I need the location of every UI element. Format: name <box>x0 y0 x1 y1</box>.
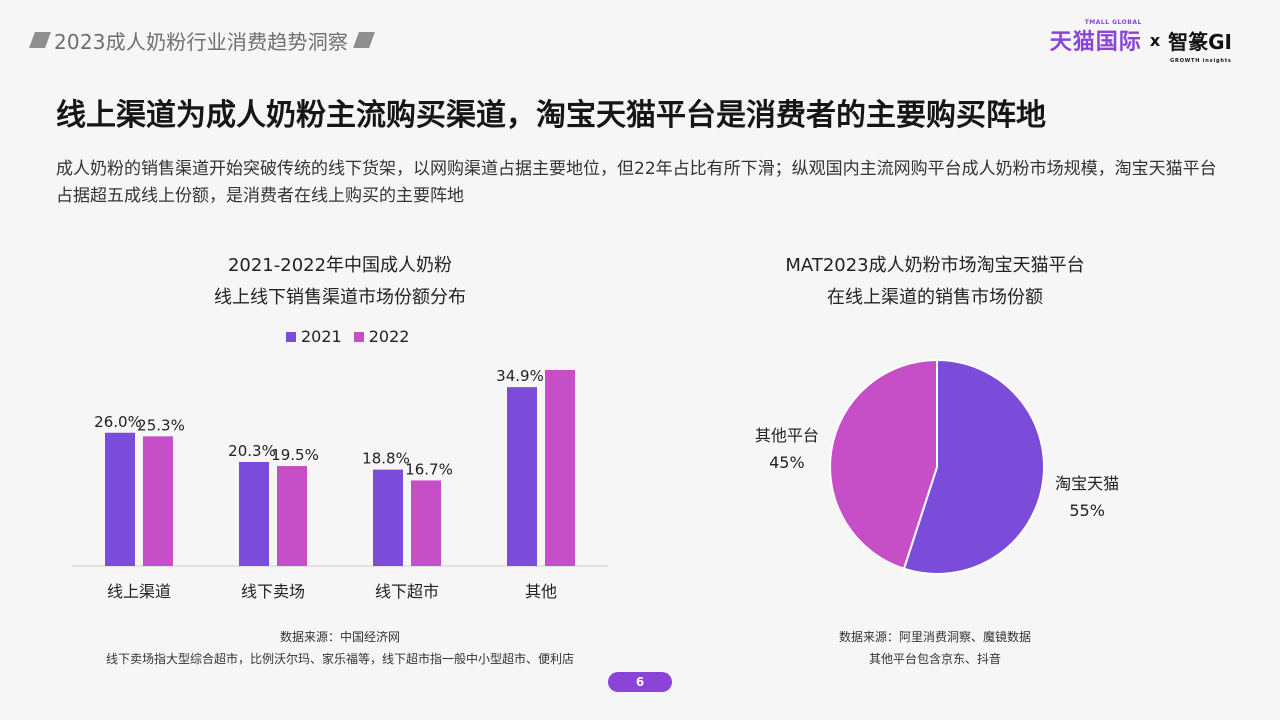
bar-chart-note: 线下卖场指大型综合超市，比例沃尔玛、家乐福等，线下超市指一般中小型超市、便利店 <box>105 652 574 666</box>
data-label-2021-0: 26.0% <box>94 413 142 431</box>
data-label-2022-2: 16.7% <box>405 460 453 478</box>
bar-chart-title: 2021-2022年中国成人奶粉 线上线下销售渠道市场份额分布 <box>90 250 590 314</box>
brand-logos: 天猫国际 TMALL GLOBAL x 智篆GI GROWTH insights <box>1049 19 1232 64</box>
bar-2022-1 <box>277 466 307 566</box>
pie-label-1: 其他平台 <box>755 426 819 445</box>
page-headline: 线上渠道为成人奶粉主流购买渠道，淘宝天猫平台是消费者的主要购买阵地 <box>56 98 1046 133</box>
pie-slice-1 <box>829 358 938 571</box>
pie-label-0: 淘宝天猫 <box>1055 474 1119 493</box>
pie-chart-source-block: 数据来源：阿里消费洞察、魔镜数据 其他平台包含京东、抖音 <box>700 626 1170 670</box>
gi-logo-text: 智篆GI <box>1168 29 1232 54</box>
legend-item-2021: 2021 <box>286 327 342 346</box>
bar-2021-3 <box>507 387 537 566</box>
x-tick-label-1: 线下卖场 <box>241 582 305 601</box>
bar-chart-title-line2: 线上线下销售渠道市场份额分布 <box>214 287 466 308</box>
gi-logo-subtext: GROWTH insights <box>1170 57 1232 64</box>
bar-2021-0 <box>105 432 135 566</box>
pie-value-label-1: 45% <box>769 453 805 472</box>
data-label-2021-2: 18.8% <box>362 450 410 468</box>
report-title: 2023成人奶粉行业消费趋势洞察 <box>54 29 349 54</box>
data-label-2022-0: 25.3% <box>137 416 185 434</box>
bar-chart-source-block: 数据来源：中国经济网 线下卖场指大型综合超市，比例沃尔玛、家乐福等，线下超市指一… <box>60 626 620 670</box>
logo-separator: x <box>1149 30 1161 50</box>
decorative-slash <box>29 32 51 48</box>
page-description: 成人奶粉的销售渠道开始突破传统的线下货架，以网购渠道占据主要地位，但22年占比有… <box>56 159 1217 206</box>
legend-swatch-2022 <box>353 331 364 342</box>
bar-2022-2 <box>411 480 441 566</box>
gi-logo: 智篆GI GROWTH insights <box>1168 26 1232 64</box>
report-header: 2023成人奶粉行业消费趋势洞察 <box>29 24 376 56</box>
x-tick-label-0: 线上渠道 <box>107 582 171 601</box>
bar-chart-source: 数据来源：中国经济网 <box>279 630 400 644</box>
bar-2022-0 <box>143 436 173 566</box>
pie-chart-title-line1: MAT2023成人奶粉市场淘宝天猫平台 <box>785 255 1085 276</box>
pie-slice-0 <box>902 358 1045 575</box>
pie-chart-source: 数据来源：阿里消费洞察、魔镜数据 <box>838 630 1031 644</box>
tmall-logo-text: 天猫国际 <box>1049 30 1142 55</box>
pie-value-label-0: 55% <box>1069 501 1105 520</box>
pie-chart-note: 其他平台包含京东、抖音 <box>868 652 1001 666</box>
data-label-2021-3: 34.9% <box>496 370 544 385</box>
x-tick-label-2: 线下超市 <box>375 582 439 601</box>
bar-2021-1 <box>239 461 269 566</box>
pie-chart-title-line2: 在线上渠道的销售市场份额 <box>827 287 1043 308</box>
bar-chart-title-line1: 2021-2022年中国成人奶粉 <box>227 255 453 276</box>
legend-label-2022: 2022 <box>368 327 410 346</box>
legend-label-2021: 2021 <box>301 327 342 346</box>
legend-item-2022: 2022 <box>353 327 410 346</box>
legend-swatch-2021 <box>286 331 296 342</box>
data-label-2021-1: 20.3% <box>228 442 276 460</box>
page-number: 6 <box>608 672 672 692</box>
pie-chart-title: MAT2023成人奶粉市场淘宝天猫平台 在线上渠道的销售市场份额 <box>700 250 1170 314</box>
x-tick-label-3: 其他 <box>525 582 557 601</box>
bar-chart-legend: 2021 2022 <box>286 327 421 346</box>
bar-chart: 26.0%25.3% 线上渠道 20.3%19.5% 线下卖场 18.8%16.7% 线下… <box>72 370 608 601</box>
tmall-global-logo: 天猫国际 TMALL GLOBAL <box>1049 19 1142 56</box>
bar-2021-2 <box>373 469 403 566</box>
bar-2022-3 <box>545 370 575 566</box>
pie-chart: 淘宝天猫 55% 其他平台 45% <box>755 358 1119 575</box>
decorative-slash <box>353 32 376 48</box>
tmall-logo-subtext: TMALL GLOBAL <box>1084 19 1142 26</box>
data-label-2022-1: 19.5% <box>271 446 319 464</box>
